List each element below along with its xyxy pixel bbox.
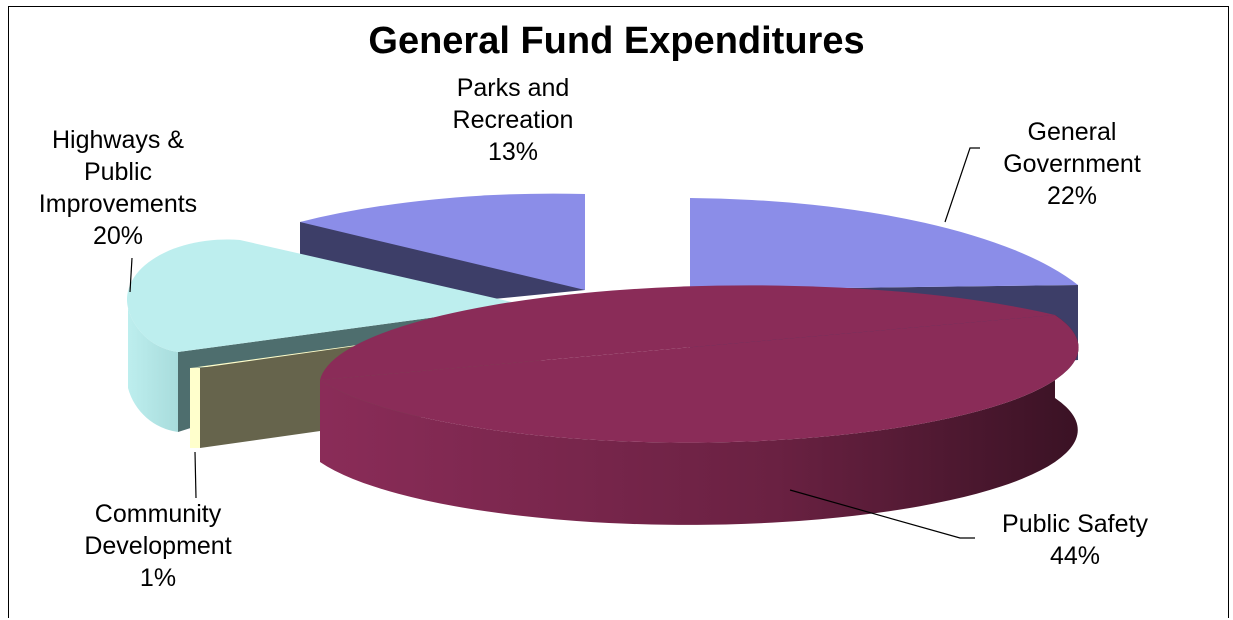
slice-labels: General Government 22% Public Safety 44% Comm… (39, 74, 1149, 592)
label-highways: Improvements (39, 190, 197, 218)
label-general-government-percent: 22% (1047, 182, 1097, 210)
label-public-safety-percent: 44% (1050, 542, 1100, 570)
label-highways-percent: 20% (93, 222, 143, 250)
label-highways: Public (84, 158, 152, 186)
label-highways: Highways & (52, 126, 184, 154)
label-public-safety: Public Safety (1002, 510, 1148, 538)
slice-public-safety (320, 285, 1079, 525)
chart-frame (8, 6, 1229, 618)
label-community-development-percent: 1% (140, 564, 176, 592)
label-general-government: Government (1003, 150, 1141, 178)
label-parks-recreation: Recreation (453, 106, 574, 134)
label-parks-recreation-percent: 13% (488, 138, 538, 166)
label-community-development: Development (84, 532, 231, 560)
label-parks-recreation: Parks and (457, 74, 570, 102)
leader-lines (129, 147, 980, 539)
label-community-development: Community (95, 500, 222, 528)
chart-title: General Fund Expenditures (368, 20, 865, 62)
label-general-government: General (1028, 118, 1117, 146)
